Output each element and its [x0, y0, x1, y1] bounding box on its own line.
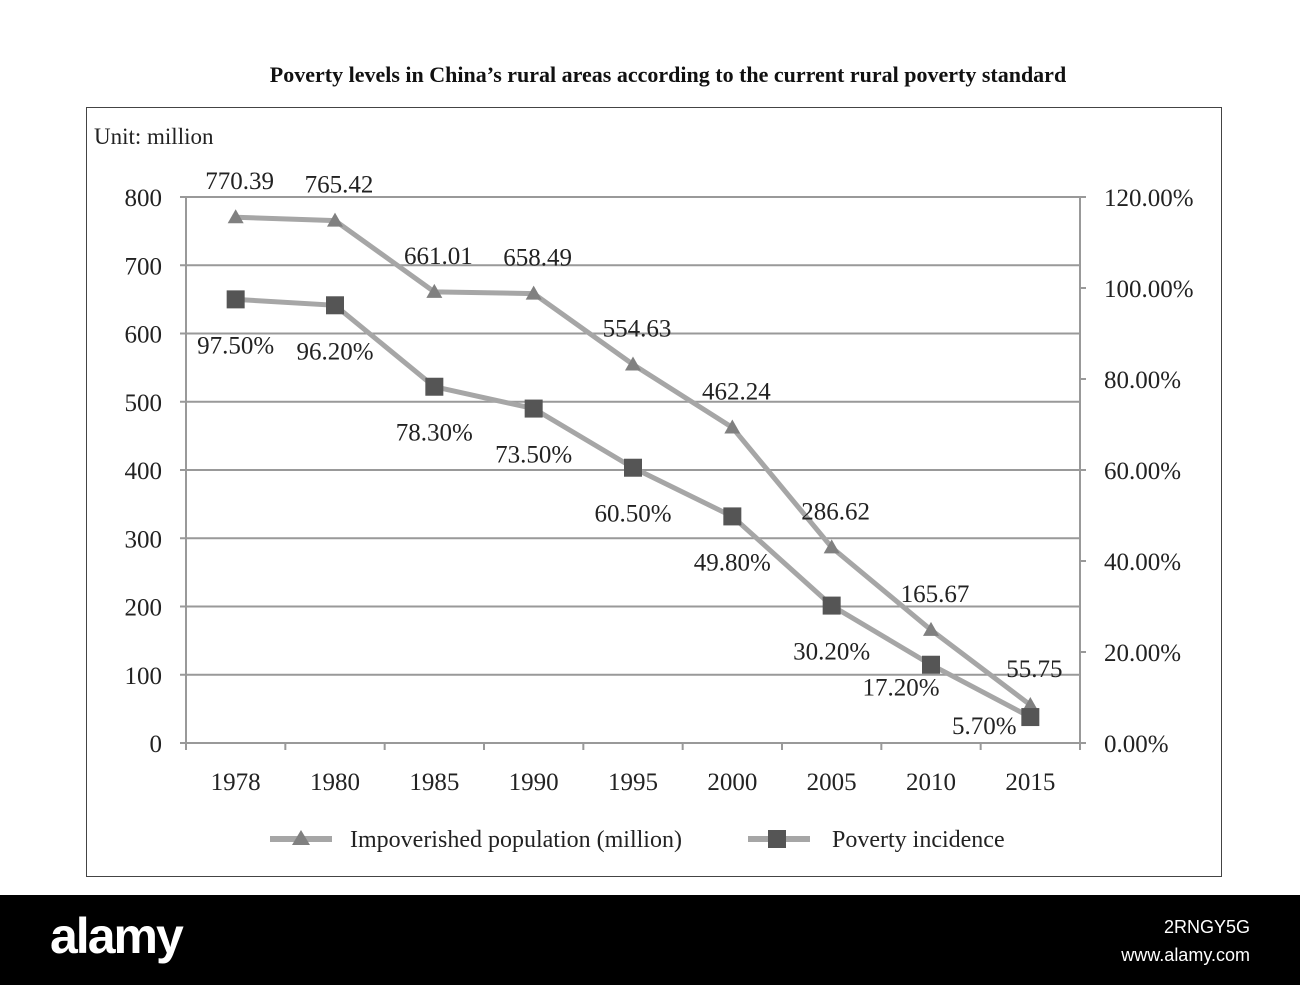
x-tick-label: 2000 [707, 769, 757, 796]
line-chart: 0 100 200 300 400 500 600 700 800 0.00% 20.00% 40.0… [125, 168, 1194, 853]
image-id: 2RNGY5G [1163, 917, 1250, 937]
data-point-square [226, 290, 245, 309]
y-left-tick-label: 500 [125, 390, 163, 417]
data-label: 462.24 [702, 379, 771, 406]
y-left-tick-label: 400 [125, 458, 163, 485]
legend-marker-square [768, 830, 786, 848]
legend-label: Poverty incidence [832, 827, 1005, 853]
data-point-triangle [1022, 696, 1039, 711]
data-point-triangle [923, 621, 939, 636]
data-label: 49.80% [694, 549, 771, 576]
data-point-triangle [227, 209, 244, 224]
data-label: 73.50% [495, 442, 572, 469]
y-left-tick-label: 700 [125, 253, 163, 280]
y-right-tick-label: 100.00% [1104, 276, 1194, 303]
data-point-triangle [724, 419, 741, 434]
y-left-tick-label: 600 [125, 322, 163, 349]
y-right-tick-label: 20.00% [1104, 640, 1181, 667]
x-tick-label: 2010 [906, 769, 956, 796]
alamy-logo: alamy [50, 908, 184, 964]
data-label: 770.39 [205, 168, 274, 195]
data-point-triangle [327, 212, 343, 227]
data-label: 5.70% [952, 713, 1017, 740]
data-point-square [1021, 708, 1040, 727]
x-tick-label: 1995 [608, 769, 658, 796]
watermark-site: www.alamy.com [1121, 945, 1250, 965]
y-left-tick-label: 0 [150, 731, 163, 758]
data-point-square [624, 458, 642, 477]
unit-label: Unit: million [94, 124, 214, 149]
data-label: 286.62 [801, 498, 870, 525]
data-label: 60.50% [594, 501, 671, 528]
y-left-tick-label: 800 [125, 185, 163, 212]
data-point-square [524, 399, 543, 418]
data-point-triangle [525, 285, 542, 300]
legend-marker-triangle [292, 830, 310, 845]
data-point-triangle [823, 539, 840, 554]
y-left-tick-label: 200 [125, 595, 163, 622]
legend-label: Impoverished population (million) [350, 827, 682, 853]
data-label: 661.01 [404, 243, 473, 270]
chart-title: Poverty levels in China’s rural areas ac… [269, 62, 1067, 87]
data-point-triangle [426, 283, 443, 298]
data-point-square [922, 655, 940, 674]
data-label: 97.50% [197, 332, 274, 359]
x-tick-label: 1980 [310, 769, 360, 796]
watermark-bar: alamy 2RNGY5G www.alamy.com [0, 895, 1300, 985]
y-left-tick-label: 300 [125, 526, 163, 553]
y-right-tick-label: 0.00% [1104, 731, 1169, 758]
y-right-tick-label: 120.00% [1104, 185, 1194, 212]
data-label: 658.49 [503, 245, 572, 272]
chart-frame [86, 107, 1222, 877]
data-point-triangle [625, 356, 641, 371]
x-tick-label: 2015 [1005, 769, 1055, 796]
data-label: 17.20% [862, 675, 939, 702]
y-right-tick-label: 80.00% [1104, 367, 1181, 394]
y-right-tick-label: 60.00% [1104, 458, 1181, 485]
y-right-tick-label: 40.00% [1104, 549, 1181, 576]
x-tick-label: 2005 [807, 769, 857, 796]
data-label: 554.63 [603, 315, 672, 342]
data-point-square [822, 596, 841, 615]
data-label: 55.75 [1006, 656, 1062, 683]
data-label: 765.42 [305, 172, 374, 199]
data-point-square [425, 377, 444, 396]
data-label: 30.20% [793, 639, 870, 666]
data-point-square [326, 296, 344, 315]
data-label: 78.30% [396, 420, 473, 447]
x-tick-label: 1978 [211, 769, 261, 796]
data-point-square [723, 507, 742, 526]
x-tick-label: 1985 [409, 769, 459, 796]
y-left-tick-label: 100 [125, 663, 163, 690]
data-label: 165.67 [901, 581, 970, 608]
x-tick-label: 1990 [509, 769, 559, 796]
data-label: 96.20% [296, 338, 373, 365]
